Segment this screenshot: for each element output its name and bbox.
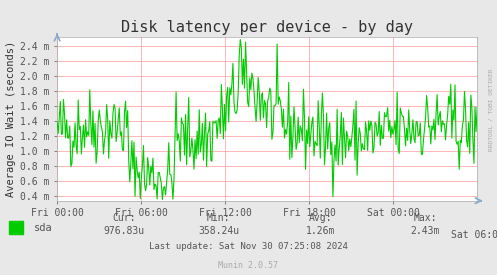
Title: Disk latency per device - by day: Disk latency per device - by day <box>121 20 413 35</box>
Text: Munin 2.0.57: Munin 2.0.57 <box>219 261 278 270</box>
Text: 1.26m: 1.26m <box>306 226 335 236</box>
Text: 976.83u: 976.83u <box>104 226 145 236</box>
Text: Sat 06:00: Sat 06:00 <box>451 230 497 240</box>
Text: Cur:: Cur: <box>112 213 136 223</box>
Text: Max:: Max: <box>413 213 437 223</box>
Text: Last update: Sat Nov 30 07:25:08 2024: Last update: Sat Nov 30 07:25:08 2024 <box>149 243 348 251</box>
Text: 2.43m: 2.43m <box>410 226 440 236</box>
Text: RRDTOOL / TOBI OETIKER: RRDTOOL / TOBI OETIKER <box>489 69 494 151</box>
Text: sda: sda <box>34 223 53 233</box>
Text: Min:: Min: <box>207 213 231 223</box>
Y-axis label: Average IO Wait (seconds): Average IO Wait (seconds) <box>6 41 16 197</box>
Text: 358.24u: 358.24u <box>198 226 239 236</box>
Text: Avg:: Avg: <box>309 213 332 223</box>
